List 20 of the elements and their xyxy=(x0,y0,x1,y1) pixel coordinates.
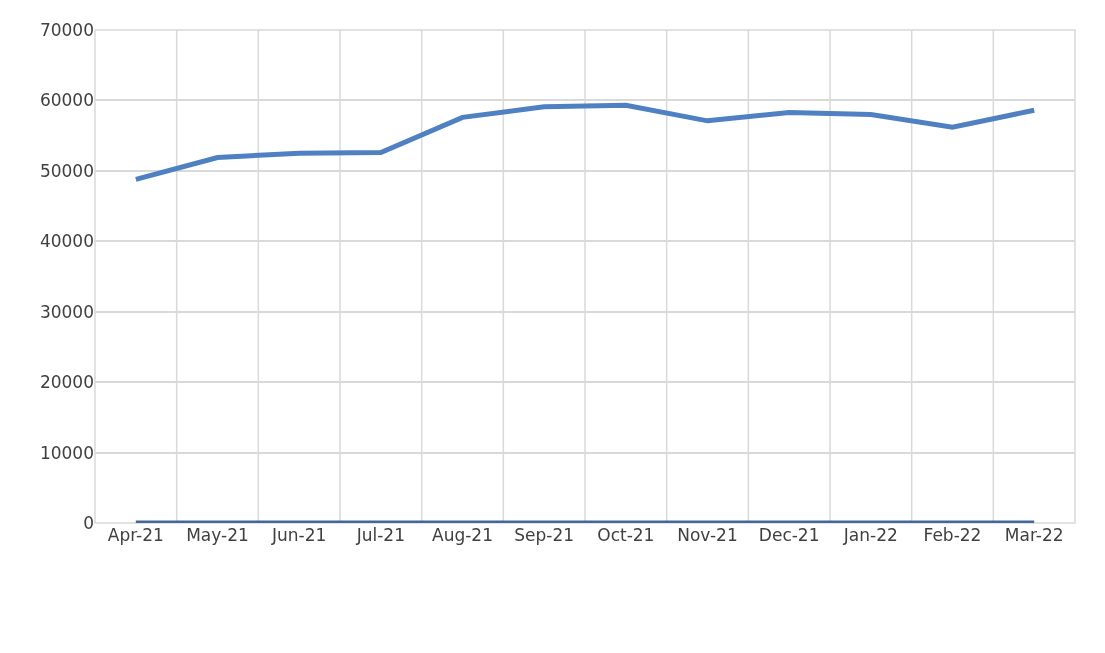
y-tick-label: 50000 xyxy=(39,160,94,181)
x-tick-label: Nov-21 xyxy=(677,525,738,545)
x-tick-label: Feb-22 xyxy=(923,525,982,545)
y-tick-label: 60000 xyxy=(39,90,94,111)
x-tick-label: Apr-21 xyxy=(107,525,164,545)
x-tick-label: Oct-21 xyxy=(597,525,655,545)
x-tick-label: Mar-22 xyxy=(1004,525,1064,545)
x-tick-label: Jan-22 xyxy=(842,525,898,545)
x-tick-label: Jun-21 xyxy=(271,525,327,545)
y-tick-label: 30000 xyxy=(39,301,94,322)
y-tick-label: 40000 xyxy=(39,231,94,252)
x-tick-label: May-21 xyxy=(186,525,249,545)
x-tick-label: Jul-21 xyxy=(355,525,405,545)
y-tick-label: 20000 xyxy=(39,372,94,393)
y-tick-label: 10000 xyxy=(39,442,94,463)
x-tick-label: Aug-21 xyxy=(432,525,493,545)
x-tick-label: Sep-21 xyxy=(514,525,575,545)
x-tick-label: Dec-21 xyxy=(758,525,820,545)
y-tick-label: 0 xyxy=(83,512,94,533)
y-tick-label: 70000 xyxy=(39,19,94,40)
